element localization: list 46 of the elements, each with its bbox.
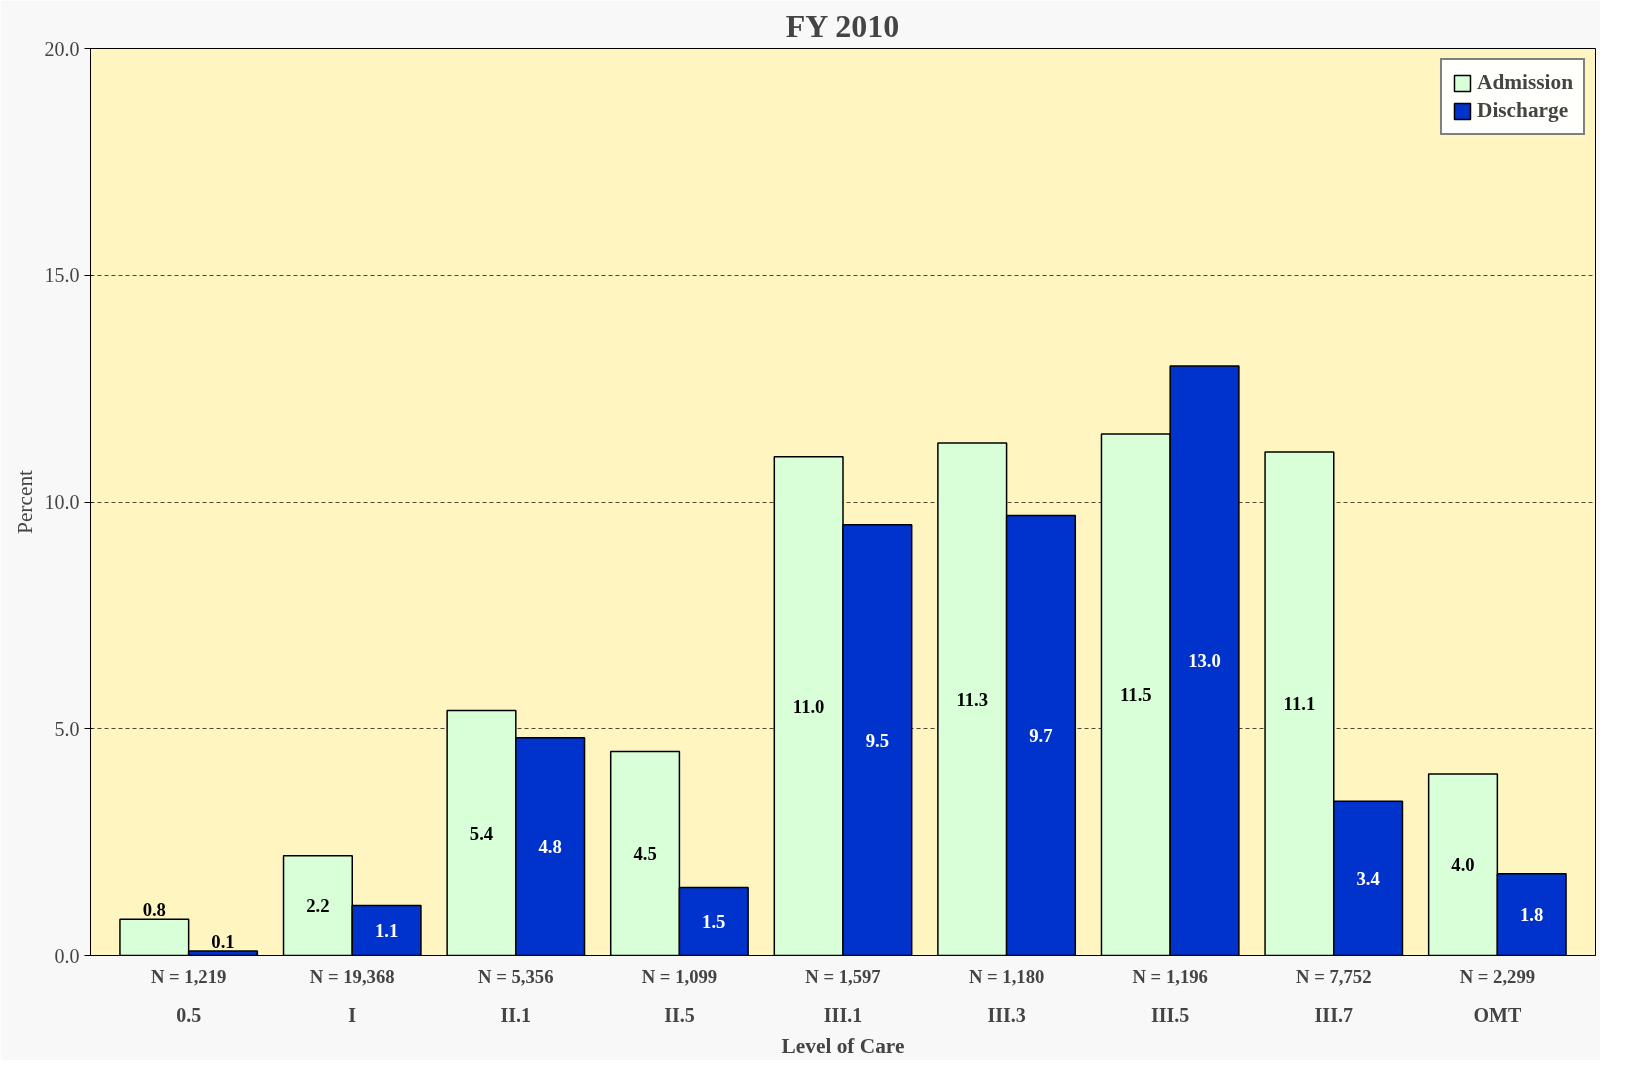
legend-label: Discharge [1476,98,1569,123]
x-tick-label: III.5 [1151,1003,1190,1026]
data-label: 9.7 [1029,725,1053,747]
text: N = 1,180 [968,965,1045,987]
y-axis-title: Percent [12,469,37,534]
data-label: 5.4 [469,822,494,844]
x-tick-label: II.1 [500,1003,532,1026]
y-tick-label: 20.0 [44,37,80,60]
x-tick-label: OMT [1473,1003,1522,1026]
data-label: 11.0 [792,695,825,717]
data-label: 4.0 [1451,854,1475,876]
data-label: 0.1 [211,930,235,952]
data-label: 1.1 [374,920,399,942]
data-label: 4.5 [633,842,657,864]
text: N = 1,597 [805,965,881,987]
x-tick-label: III.7 [1314,1003,1353,1026]
data-label: 11.3 [956,688,989,710]
x-tick-label: III.1 [823,1003,863,1026]
data-label: 3.4 [1356,867,1380,889]
data-label: 1.8 [1520,904,1544,926]
x-tick-label: II.5 [664,1003,695,1026]
text: N = 5,356 [478,965,554,987]
text: N = 19,368 [309,965,395,987]
data-label: 11.1 [1283,693,1316,715]
data-label: 13.0 [1188,650,1221,672]
y-tick-label: 15.0 [44,264,80,287]
y-tick-label: 10.0 [44,491,80,513]
chart-title: FY 2010 [785,7,900,44]
text: N = 7,752 [1296,965,1372,987]
text: N = 1,196 [1132,965,1208,987]
data-label: 11.5 [1120,684,1152,706]
x-tick-label: III.3 [987,1003,1026,1026]
text: N = 1,219 [150,965,227,987]
text: N = 1,099 [641,965,718,987]
data-label: 9.5 [865,729,890,751]
x-axis-title: Level of Care [781,1033,905,1058]
text: N = 2,299 [1459,965,1536,987]
data-label: 2.2 [306,895,330,917]
data-label: 1.5 [702,910,726,932]
y-tick-label: 0.0 [54,944,80,967]
y-tick-label: 5.0 [54,717,80,740]
data-label: 4.8 [538,836,562,858]
data-label: 0.8 [142,899,166,921]
legend-label: Admission [1476,70,1573,95]
x-tick-label: I [348,1003,357,1026]
x-tick-label: 0.5 [176,1003,202,1026]
